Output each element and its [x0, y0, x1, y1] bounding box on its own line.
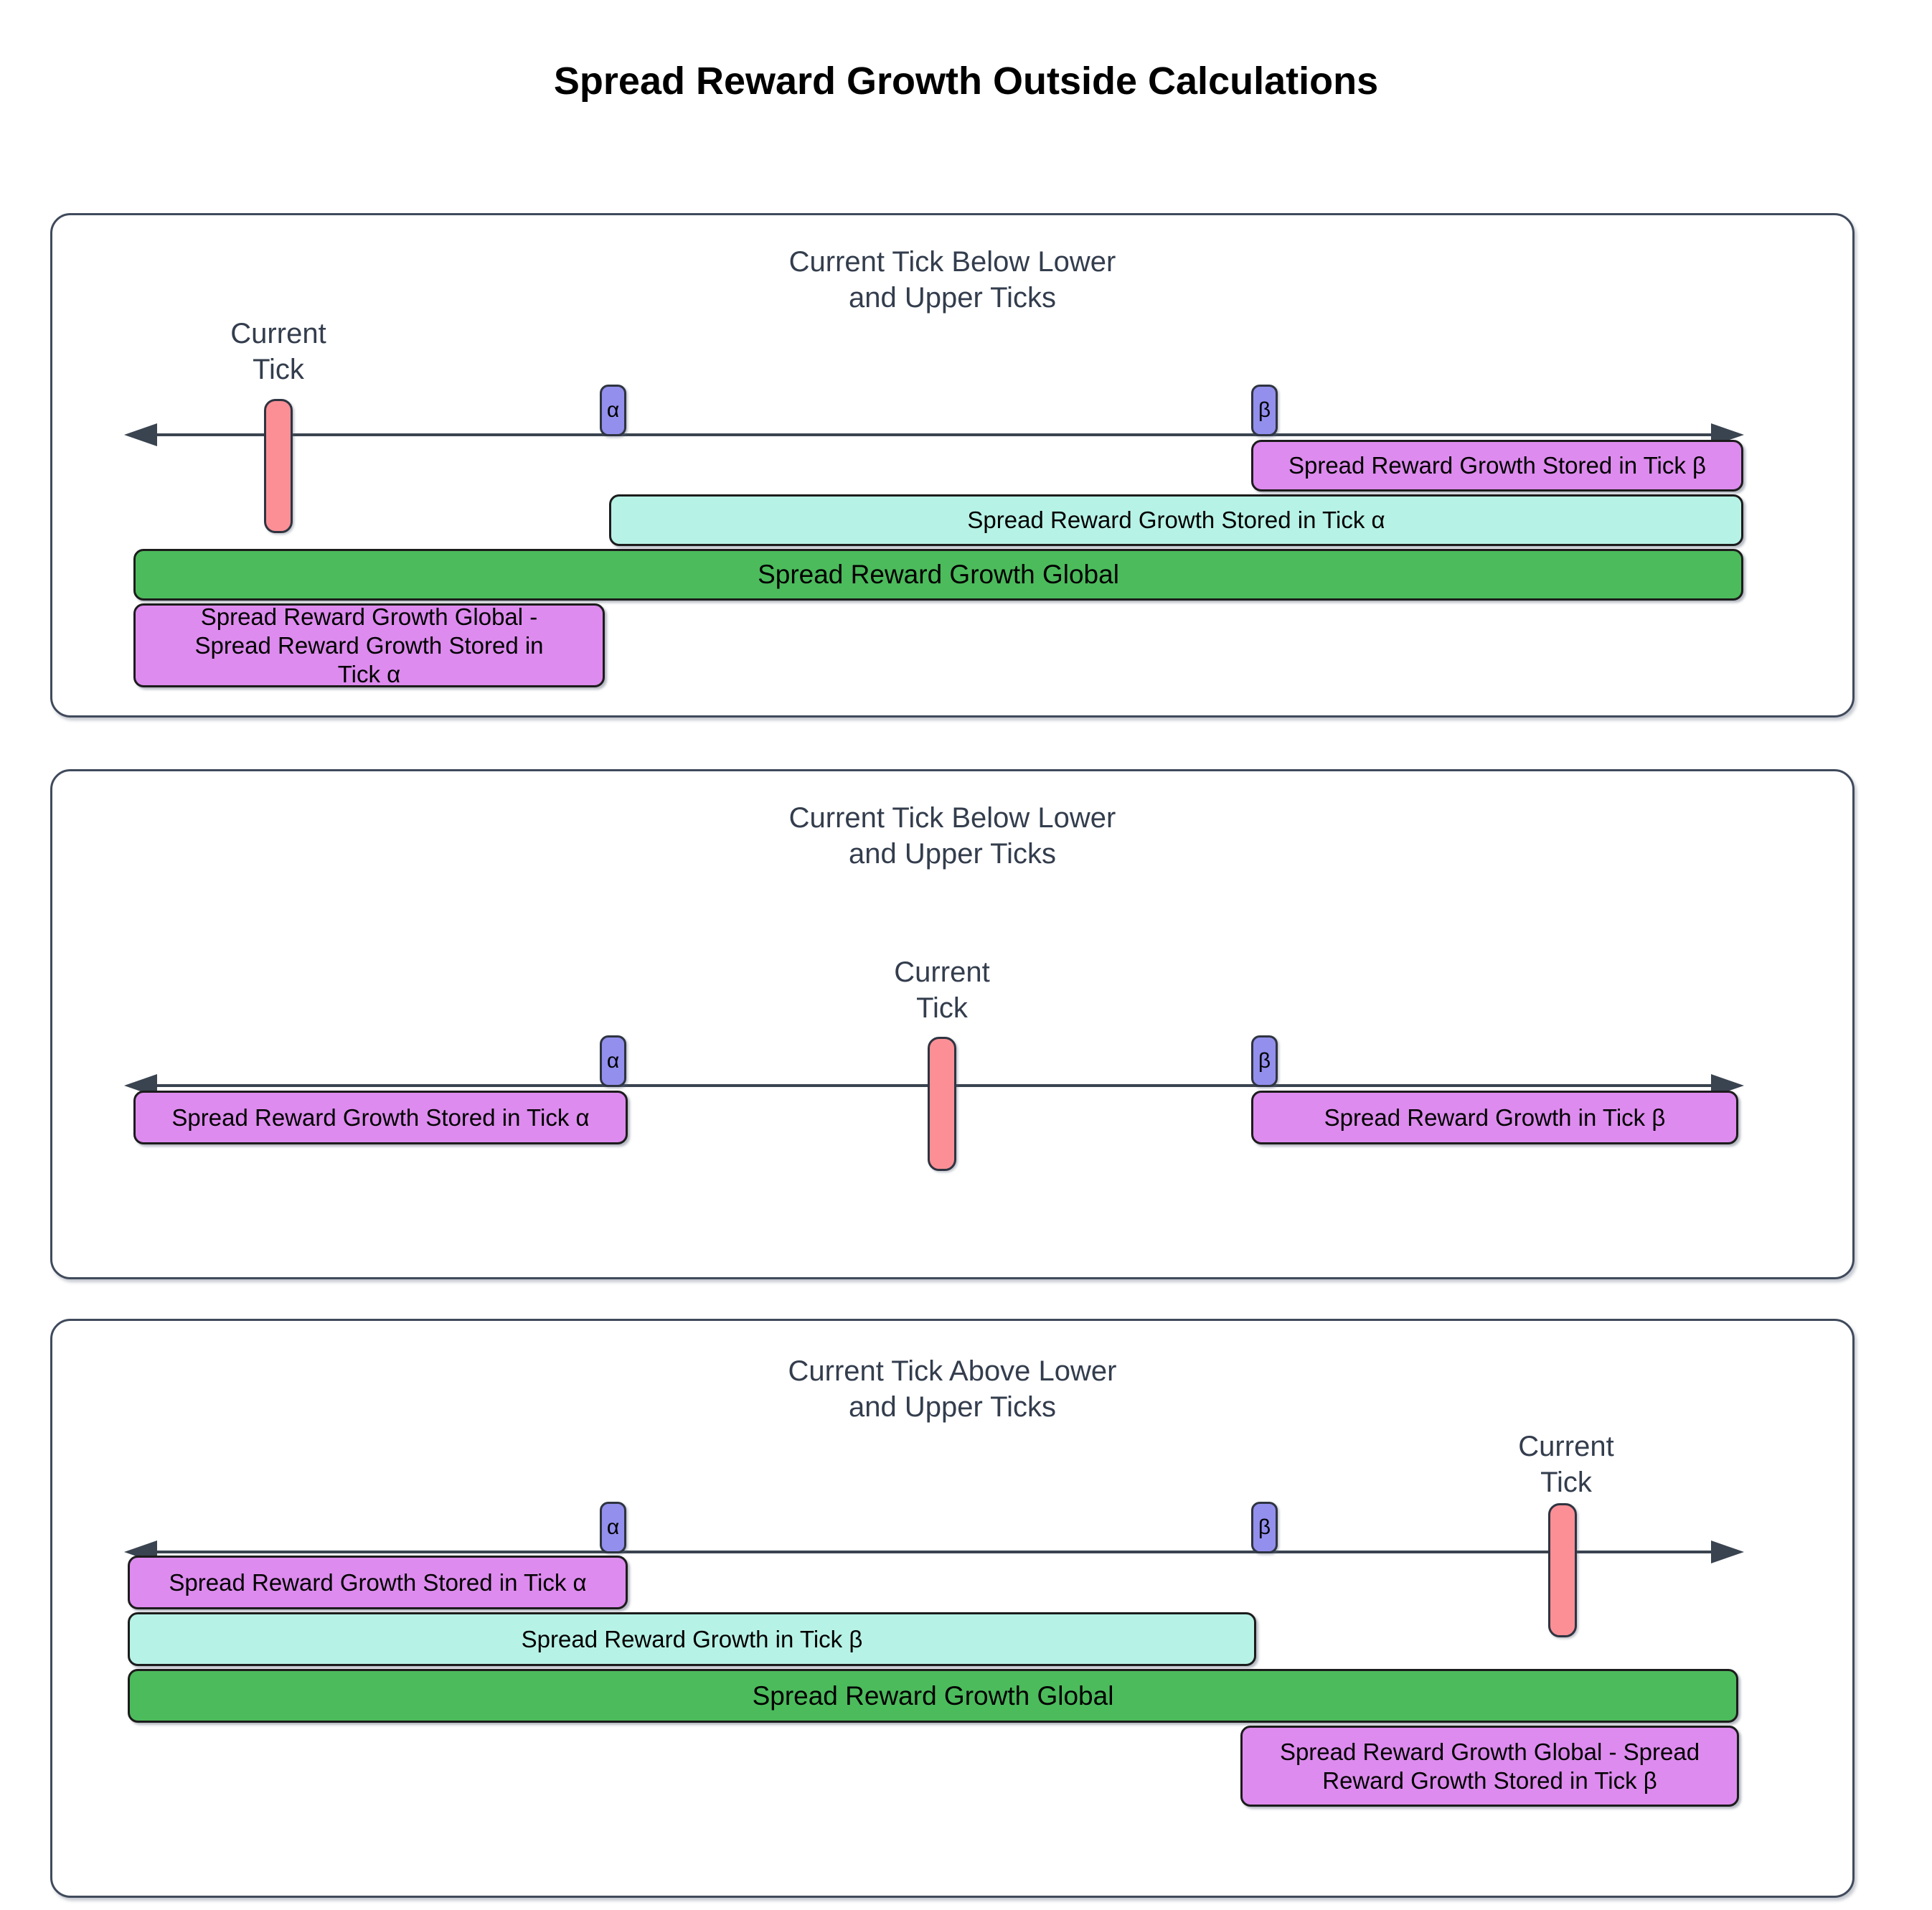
axis-line	[144, 1551, 1725, 1553]
page-title: Spread Reward Growth Outside Calculation…	[553, 60, 1379, 103]
panel-heading: Current Tick Above Lower and Upper Ticks	[52, 1353, 1852, 1425]
axis-arrow-right-icon	[1711, 1540, 1744, 1563]
bar-stored-in-tick-alpha: Spread Reward Growth Stored in Tick α	[128, 1556, 628, 1609]
bar-stored-in-tick-beta: Spread Reward Growth Stored in Tick β	[1251, 440, 1743, 491]
bar-global-minus-beta: Spread Reward Growth Global - Spread Rew…	[1240, 1726, 1739, 1807]
current-tick-label: Current Tick	[230, 318, 326, 385]
beta-tick-marker: β	[1251, 1035, 1278, 1087]
panel-3: Current Tick Above Lower and Upper Ticks…	[50, 1319, 1855, 1898]
panel-heading-line1: Current Tick Above Lower	[788, 1355, 1117, 1387]
bar-stored-in-tick-alpha: Spread Reward Growth Stored in Tick α	[609, 494, 1743, 546]
current-tick-marker	[928, 1037, 956, 1171]
alpha-tick-marker: α	[600, 385, 626, 436]
beta-tick-marker: β	[1251, 1502, 1278, 1553]
panel-1: Current Tick Below Lower and Upper Ticks…	[50, 213, 1855, 718]
current-tick-marker	[1548, 1503, 1577, 1637]
panel-heading: Current Tick Below Lower and Upper Ticks	[52, 244, 1852, 316]
panel-2: Current Tick Below Lower and Upper Ticks…	[50, 769, 1855, 1279]
bar-global: Spread Reward Growth Global	[133, 549, 1743, 601]
bar-global: Spread Reward Growth Global	[128, 1669, 1738, 1723]
alpha-tick-marker: α	[600, 1035, 626, 1087]
panel-heading-line2: and Upper Ticks	[848, 282, 1057, 314]
panel-heading: Current Tick Below Lower and Upper Ticks	[52, 800, 1852, 872]
bar-global-minus-alpha: Spread Reward Growth Global - Spread Rew…	[133, 603, 605, 687]
bar-stored-in-tick-alpha: Spread Reward Growth Stored in Tick α	[133, 1091, 628, 1144]
bar-in-tick-beta: Spread Reward Growth in Tick β	[1251, 1091, 1738, 1144]
current-tick-marker	[264, 399, 293, 533]
bar-in-tick-beta: Spread Reward Growth in Tick β	[128, 1612, 1256, 1666]
panel-heading-line1: Current Tick Below Lower	[788, 246, 1116, 278]
current-tick-label: Current Tick	[894, 956, 990, 1024]
panel-heading-line2: and Upper Ticks	[848, 1391, 1057, 1423]
panel-heading-line1: Current Tick Below Lower	[788, 802, 1116, 834]
axis-line	[144, 433, 1725, 436]
alpha-tick-marker: α	[600, 1502, 626, 1553]
current-tick-label: Current Tick	[1518, 1431, 1614, 1498]
panel-heading-line2: and Upper Ticks	[848, 838, 1057, 870]
beta-tick-marker: β	[1251, 385, 1278, 436]
